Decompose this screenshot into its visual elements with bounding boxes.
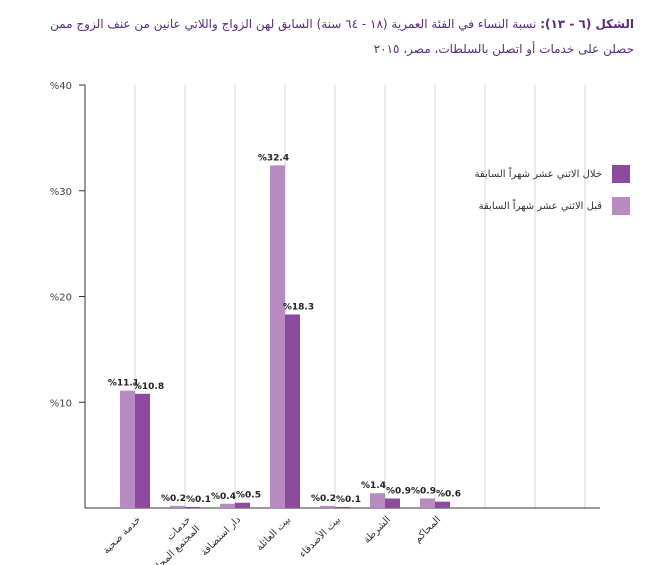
data-label: %1.4 <box>361 481 386 491</box>
data-label: %0.2 <box>161 494 186 504</box>
y-tick-label: %40 <box>50 81 72 92</box>
data-label: %10.8 <box>133 382 164 392</box>
bar <box>285 314 300 508</box>
figure-number: الشكل (٦ - ١٣): <box>540 17 634 31</box>
bar <box>420 498 435 508</box>
bar <box>435 501 450 508</box>
data-label: %0.9 <box>411 486 436 496</box>
figure-caption: نسبة النساء في الفئة العمرية (١٨ - ٦٤ سن… <box>50 17 634 56</box>
data-label: %0.5 <box>236 491 261 501</box>
data-label: %0.1 <box>186 495 211 505</box>
data-label: %0.9 <box>386 486 411 496</box>
legend-swatch-during <box>612 165 630 183</box>
data-label: %18.3 <box>283 302 314 312</box>
x-tick-label: دار استضافة <box>199 514 243 558</box>
y-tick-label: %10 <box>50 398 72 409</box>
legend-label-during: خلال الاثني عشر شهراً السابقة <box>474 168 602 180</box>
bar <box>170 505 185 508</box>
bar <box>220 503 235 508</box>
data-label: %0.4 <box>211 492 236 502</box>
bar <box>270 165 285 508</box>
y-tick-label: %30 <box>50 187 72 198</box>
bar <box>370 493 385 508</box>
legend-item-before: قبل الاثني عشر شهراً السابقة <box>440 194 630 218</box>
legend: خلال الاثني عشر شهراً السابقة قبل الاثني… <box>440 162 630 226</box>
bar <box>120 390 135 508</box>
bar <box>335 506 350 508</box>
chart-title: الشكل (٦ - ١٣): نسبة النساء في الفئة الع… <box>20 12 634 62</box>
data-label: %0.6 <box>436 490 461 500</box>
data-label: %0.1 <box>336 495 361 505</box>
x-tick-label: خدمة صحية <box>101 514 143 556</box>
legend-swatch-before <box>612 197 630 215</box>
x-tick-label: بيت العائلة <box>254 514 293 553</box>
bar <box>185 506 200 508</box>
data-label: %11.1 <box>108 379 139 389</box>
legend-label-before: قبل الاثني عشر شهراً السابقة <box>478 200 602 212</box>
legend-item-during: خلال الاثني عشر شهراً السابقة <box>440 162 630 186</box>
x-tick-label: خدماتالمجتمع المحلي <box>139 514 202 565</box>
data-label: %32.4 <box>258 153 289 163</box>
x-tick-label: الشرطة <box>362 514 394 546</box>
bar <box>385 498 400 508</box>
bar <box>320 505 335 508</box>
bar <box>135 393 150 508</box>
x-tick-label: بيت الأصدقاء <box>296 513 343 560</box>
y-tick-label: %20 <box>50 293 72 304</box>
data-label: %0.2 <box>311 494 336 504</box>
x-tick-label: المحاكم <box>412 514 443 545</box>
bar <box>235 502 250 508</box>
